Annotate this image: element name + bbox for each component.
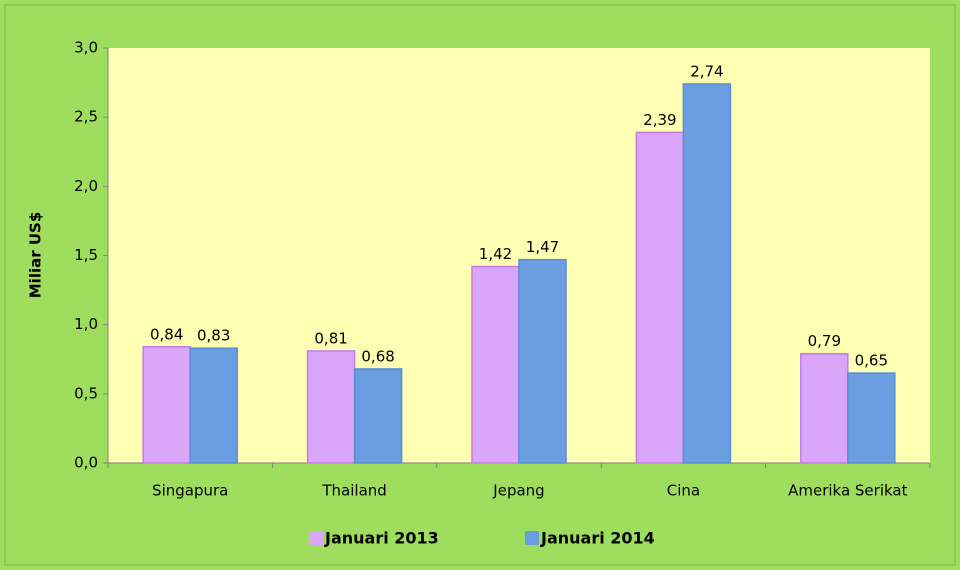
bar	[306, 350, 356, 464]
legend-label: Januari 2013	[324, 529, 439, 548]
value-label: 2,74	[690, 62, 723, 80]
chart-border	[4, 4, 956, 566]
value-label: 1,47	[526, 238, 559, 256]
value-label: 0,65	[855, 352, 888, 370]
x-tick-label: Singapura	[152, 482, 228, 500]
legend-swatch	[525, 531, 539, 545]
value-label: 0,79	[808, 332, 841, 350]
value-label: 2,39	[643, 111, 676, 129]
x-tick-label: Cina	[667, 482, 700, 500]
y-axis-label: Miliar US$	[27, 212, 45, 299]
y-tick-label: 2,5	[74, 108, 98, 126]
y-tick-label: 3,0	[74, 39, 98, 57]
bar	[682, 83, 732, 464]
x-tick-label: Jepang	[492, 482, 544, 500]
bar	[518, 258, 567, 464]
value-label: 0,84	[150, 325, 183, 343]
value-label: 0,68	[361, 347, 394, 365]
y-tick-label: 0,0	[74, 454, 98, 472]
y-tick-label: 0,5	[74, 384, 98, 402]
y-tick-label: 1,5	[74, 246, 98, 264]
y-tick-label: 1,0	[74, 315, 98, 333]
bar	[353, 368, 403, 464]
value-label: 1,42	[479, 245, 512, 263]
bar	[189, 347, 238, 464]
bar	[847, 372, 896, 464]
bar	[471, 265, 520, 464]
value-label: 0,83	[197, 327, 230, 345]
bar	[142, 346, 191, 464]
x-tick-label: Thailand	[321, 482, 386, 500]
bar	[635, 131, 685, 464]
legend-swatch	[309, 531, 323, 545]
x-tick-label: Amerika Serikat	[788, 482, 908, 500]
legend-label: Januari 2014	[540, 529, 655, 548]
value-label: 0,81	[314, 329, 347, 347]
bar	[800, 352, 849, 464]
y-tick-label: 2,0	[74, 177, 98, 195]
